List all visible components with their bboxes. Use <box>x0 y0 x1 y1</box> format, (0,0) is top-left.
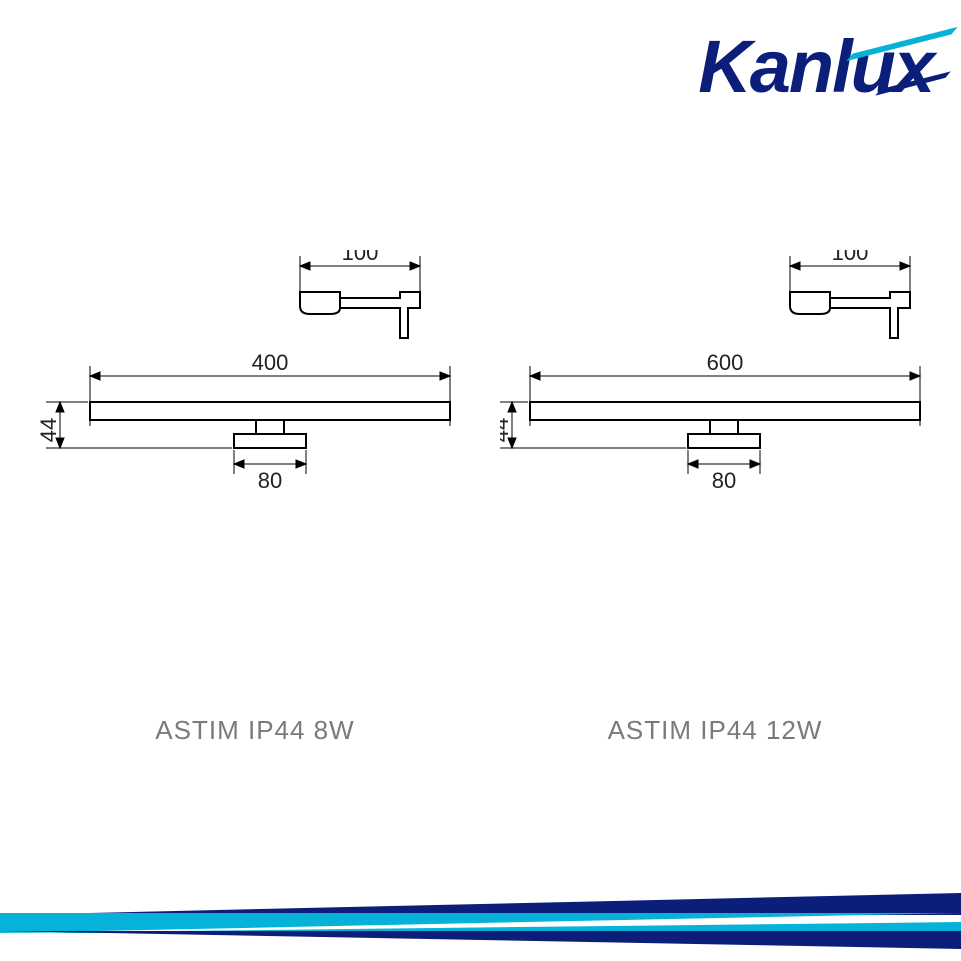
product-panel-8w: 100 400 <box>40 250 470 746</box>
technical-drawing-12w: 100 600 <box>500 250 930 515</box>
dim-height: 44 <box>40 418 61 442</box>
dim-length: 400 <box>252 350 289 375</box>
dim-length: 600 <box>707 350 744 375</box>
product-caption-12w: ASTIM IP44 12W <box>500 715 930 746</box>
dim-depth: 100 <box>342 250 379 265</box>
footer-band-1 <box>0 893 961 915</box>
dim-height: 44 <box>500 418 513 442</box>
product-panel-12w: 100 600 <box>500 250 930 746</box>
dim-base: 80 <box>712 468 736 493</box>
product-caption-8w: ASTIM IP44 8W <box>40 715 470 746</box>
technical-drawing-8w: 100 400 <box>40 250 470 515</box>
dim-base: 80 <box>258 468 282 493</box>
page: Kanlux 100 <box>0 0 961 961</box>
brand-logo: Kanlux <box>698 24 933 109</box>
dim-depth: 100 <box>832 250 869 265</box>
brand-name: Kanlux <box>698 25 933 108</box>
footer-band-3 <box>0 931 961 949</box>
